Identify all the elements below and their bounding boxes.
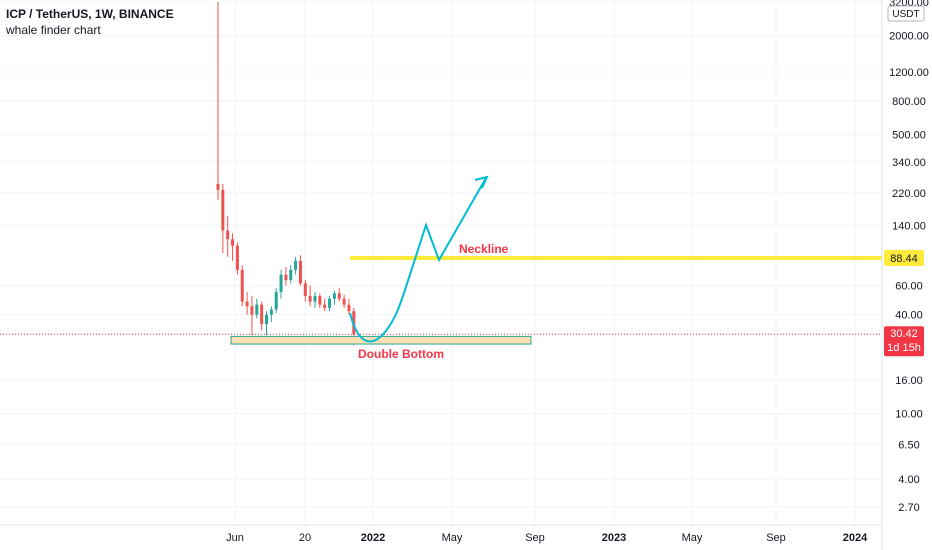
candle-body — [250, 306, 254, 315]
currency-label: USDT — [892, 9, 919, 20]
candles-layer — [216, 2, 356, 346]
annotations-layer: Neckline Double Bottom — [0, 175, 882, 361]
candle-body — [231, 239, 235, 246]
x-tick-label: May — [682, 532, 703, 544]
candle-body — [269, 309, 273, 315]
y-tick-label: 500.00 — [892, 129, 926, 141]
candle-body — [235, 245, 239, 270]
candle-body — [313, 295, 317, 302]
candle-body — [279, 274, 283, 292]
candle-body — [328, 298, 332, 308]
candle-body — [226, 230, 230, 240]
candle-body — [342, 298, 346, 305]
candle-body — [284, 274, 288, 281]
candle-body — [240, 269, 244, 302]
projection-arrowhead — [474, 175, 489, 189]
candle-body — [303, 283, 307, 296]
candle-body — [347, 304, 351, 312]
y-tick-label: 800.00 — [892, 96, 926, 108]
candle-body — [274, 291, 278, 310]
candle-body — [265, 314, 268, 325]
x-tick-label: 2024 — [843, 532, 868, 544]
candle-body — [294, 260, 298, 270]
y-tick-label: 340.00 — [892, 157, 926, 169]
double-bottom-label: Double Bottom — [358, 347, 444, 361]
y-tick-label: 1200.00 — [889, 67, 929, 79]
current-price-label: 30.42 — [890, 328, 918, 340]
chart-title: ICP / TetherUS, 1W, BINANCE — [6, 7, 174, 21]
chart-header: ICP / TetherUS, 1W, BINANCE whale finder… — [6, 6, 174, 38]
candle-body — [308, 295, 312, 302]
y-tick-label: 60.00 — [895, 281, 923, 293]
candle-body — [255, 304, 259, 315]
y-tick-label: 6.50 — [898, 439, 919, 451]
candle-body — [221, 189, 225, 231]
x-tick-label: Sep — [525, 532, 545, 544]
y-tick-label: 2000.00 — [889, 31, 929, 43]
candle-body — [323, 304, 327, 308]
y-tick-label: 16.00 — [895, 375, 923, 387]
y-tick-label: 4.00 — [898, 474, 919, 486]
x-tick-label: 2022 — [361, 532, 385, 544]
candle-body — [337, 293, 341, 299]
candle-body — [318, 295, 322, 305]
candle-body — [298, 260, 302, 284]
x-tick-label: Sep — [766, 532, 786, 544]
current-price-tag — [884, 326, 924, 357]
chart-subtitle: whale finder chart — [6, 23, 101, 37]
x-tick-label: 2023 — [602, 532, 626, 544]
x-tick-label: 20 — [299, 532, 311, 544]
y-tick-label: 10.00 — [895, 409, 923, 421]
y-tick-label: 140.00 — [892, 220, 926, 232]
neckline-price-tag — [884, 250, 924, 267]
x-tick-label: May — [442, 532, 463, 544]
projection-path — [349, 177, 487, 343]
neckline-price-label: 88.44 — [890, 253, 918, 265]
grid-layer — [0, 0, 882, 525]
candle-body — [216, 183, 220, 190]
y-tick-label: 220.00 — [892, 188, 926, 200]
y-tick-label: 2.70 — [898, 502, 919, 514]
candle-body — [245, 301, 249, 307]
currency-label-box — [887, 5, 925, 22]
x-tick-label: Jun — [226, 532, 244, 544]
y-tick-label: 40.00 — [895, 310, 923, 322]
candle-body — [260, 304, 264, 325]
countdown-label: 1d 15h — [887, 342, 921, 354]
candle-body — [332, 293, 336, 299]
y-tick-label: 3200.00 — [889, 0, 929, 9]
neckline-label: Neckline — [459, 242, 509, 256]
candle-body — [289, 269, 293, 281]
